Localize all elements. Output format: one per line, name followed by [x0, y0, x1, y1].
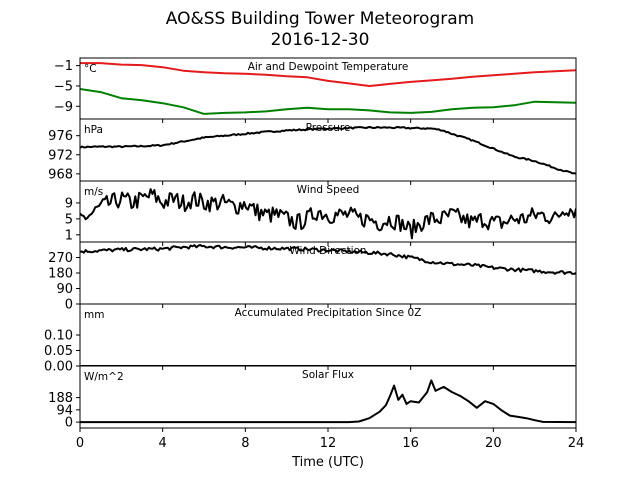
x-tick-label: 8: [241, 436, 249, 451]
y-tick-label: 94: [56, 403, 73, 418]
panel-unit: °C: [84, 63, 97, 75]
panel-wind-speed: 951 Wind Speed m/s: [65, 180, 577, 246]
x-tick-label: 20: [485, 436, 502, 451]
y-tick-label: 976: [48, 129, 73, 144]
panel-unit: W/m^2: [84, 371, 124, 383]
panel-unit: m/s: [84, 186, 103, 198]
y-tick-label: −1: [54, 59, 73, 74]
series-line-wind-speed-0: [80, 188, 576, 240]
panel-title: Accumulated Precipitation Since 0Z: [235, 307, 422, 319]
y-tick-label: 968: [48, 167, 73, 182]
panel-precipitation: 0.100.050.00 Accumulated Precipitation Si…: [44, 303, 577, 375]
figure-title: AO&SS Building Tower Meteorogram: [166, 9, 474, 29]
y-tick-label: 90: [56, 282, 73, 297]
panel-title: Wind Speed: [297, 184, 360, 196]
x-axis-label: Time (UTC): [291, 455, 364, 470]
y-tick-label: 0: [65, 298, 73, 313]
y-tick-label: −5: [54, 79, 73, 94]
panel-title: Wind Direction: [289, 245, 366, 257]
y-tick-label: 0.05: [44, 344, 73, 359]
y-tick-label: 0.10: [44, 329, 73, 344]
y-tick-label: 5: [65, 212, 73, 227]
x-tick-label: 12: [320, 436, 337, 451]
y-tick-label: 972: [48, 148, 73, 163]
panel-title: Pressure: [306, 122, 351, 134]
y-tick-label: −9: [54, 100, 73, 115]
panel-pressure: 976 972 968 Pressure hPa: [48, 118, 577, 185]
panel-title: Air and Dewpoint Temperature: [248, 61, 409, 73]
x-axis: 0 4 8 12 16 20 24: [76, 436, 584, 451]
y-tick-label: 1: [65, 228, 73, 243]
y-tick-label: 0.00: [44, 360, 73, 375]
figure-subtitle-date: 2016-12-30: [271, 30, 370, 50]
y-tick-label: 180: [48, 267, 73, 282]
series-line-wind-direction-0: [80, 244, 576, 275]
y-tick-label: 270: [48, 251, 73, 266]
y-tick-label: 0: [65, 416, 73, 431]
series-line-temperature-0: [80, 62, 576, 87]
x-tick-label: 4: [159, 436, 167, 451]
series-line-solar-flux-0: [80, 379, 576, 424]
series-line-temperature-1: [80, 88, 576, 115]
x-tick-label: 16: [402, 436, 419, 451]
y-tick-label: 188: [48, 391, 73, 406]
panel-title: Solar Flux: [302, 369, 354, 381]
x-tick-label: 0: [76, 436, 84, 451]
series-line-pressure-0: [80, 126, 576, 175]
panel-unit: hPa: [84, 124, 103, 136]
panel-temperature: −1 −5 −9 Air and Dewpoint Temperature °C: [54, 57, 577, 123]
y-tick-label: 9: [65, 196, 73, 211]
x-tick-label: 24: [568, 436, 585, 451]
panel-unit: mm: [84, 309, 104, 321]
